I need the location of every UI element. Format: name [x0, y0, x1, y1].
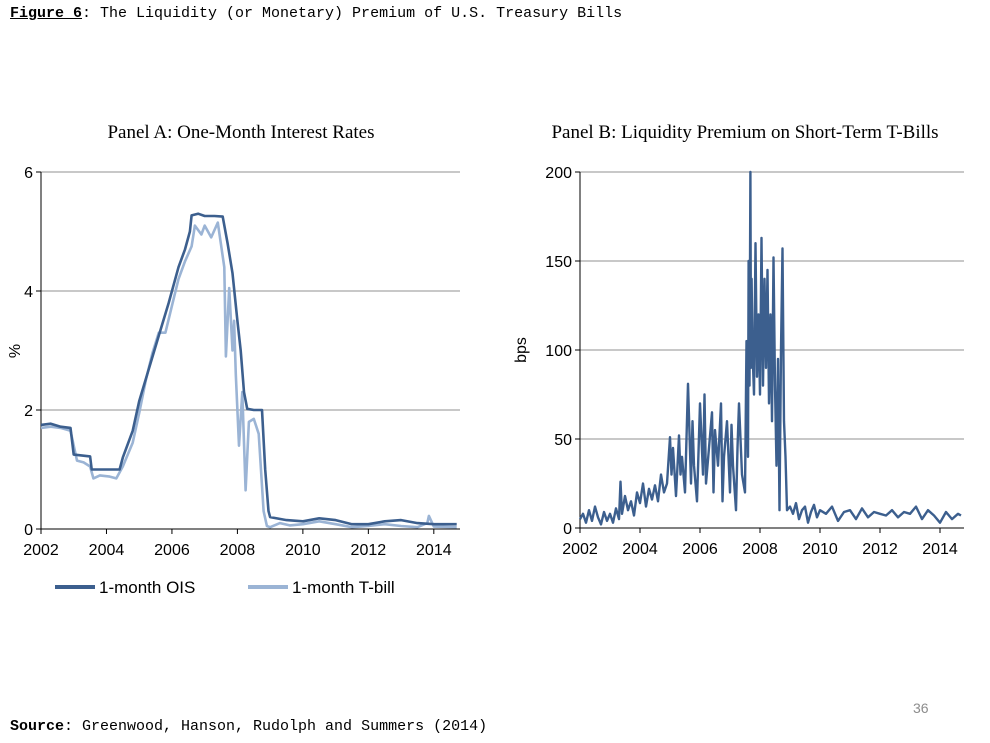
- panel-a-y-label: %: [7, 344, 24, 358]
- panel-b-grid: [579, 171, 964, 529]
- series-line-ois: [40, 212, 457, 526]
- x-tick-label: 2010: [802, 541, 838, 558]
- y-tick-label: 150: [545, 254, 572, 271]
- x-tick-label: 2008: [742, 541, 778, 558]
- panel-a-x-ticks: 2002 2004 2006 2008 2010 2012 2014: [23, 529, 452, 559]
- panel-b-y-ticks: 0 50 100 150 200: [545, 165, 580, 538]
- x-tick-label: 2006: [682, 541, 718, 558]
- source-line: Source: Greenwood, Hanson, Rudolph and S…: [10, 718, 487, 735]
- panel-a-chart: Panel A: One-Month Interest Rates 0 2 4 6 2…: [7, 122, 460, 597]
- panel-a-title: Panel A: One-Month Interest Rates: [107, 122, 374, 143]
- y-tick-label: 100: [545, 343, 572, 360]
- figure-label: Figure 6: [10, 5, 83, 22]
- panel-a-series: [40, 212, 457, 529]
- series-line-liquidity-premium: [578, 170, 962, 526]
- x-tick-label: 2012: [351, 542, 387, 559]
- x-tick-label: 2010: [285, 542, 321, 559]
- y-tick-label: 50: [554, 432, 572, 449]
- x-tick-label: 2002: [562, 541, 598, 558]
- series-line-tbill: [40, 221, 457, 529]
- panel-b-chart: Panel B: Liquidity Premium on Short-Term…: [513, 122, 964, 558]
- x-tick-label: 2014: [416, 542, 452, 559]
- y-tick-label: 2: [24, 403, 33, 420]
- page-number: 36: [913, 700, 929, 716]
- x-tick-label: 2006: [154, 542, 190, 559]
- panel-b-title: Panel B: Liquidity Premium on Short-Term…: [551, 122, 938, 143]
- y-tick-label: 6: [24, 165, 33, 182]
- source-label: Source: [10, 718, 65, 735]
- source-text: : Greenwood, Hanson, Rudolph and Summers…: [64, 718, 488, 735]
- y-tick-label: 200: [545, 165, 572, 182]
- panel-b-series: [578, 170, 962, 526]
- x-tick-label: 2004: [622, 541, 658, 558]
- x-tick-label: 2004: [89, 542, 125, 559]
- x-tick-label: 2008: [220, 542, 256, 559]
- panel-b-y-label: bps: [513, 337, 530, 363]
- x-tick-label: 2002: [23, 542, 59, 559]
- figure-title-text: : The Liquidity (or Monetary) Premium of…: [82, 5, 623, 22]
- y-tick-label: 0: [24, 522, 33, 539]
- panel-a-legend: 1-month OIS 1-month T-bill: [55, 578, 395, 597]
- panel-b-x-ticks: 2002 2004 2006 2008 2010 2012 2014: [562, 528, 958, 558]
- x-tick-label: 2014: [922, 541, 958, 558]
- y-tick-label: 0: [563, 521, 572, 538]
- legend-label-tbill: 1-month T-bill: [292, 578, 395, 597]
- y-tick-label: 4: [24, 284, 33, 301]
- x-tick-label: 2012: [862, 541, 898, 558]
- panel-a-y-ticks: 0 2 4 6: [24, 165, 41, 539]
- figure-title: Figure 6: The Liquidity (or Monetary) Pr…: [10, 5, 622, 22]
- legend-label-ois: 1-month OIS: [99, 578, 195, 597]
